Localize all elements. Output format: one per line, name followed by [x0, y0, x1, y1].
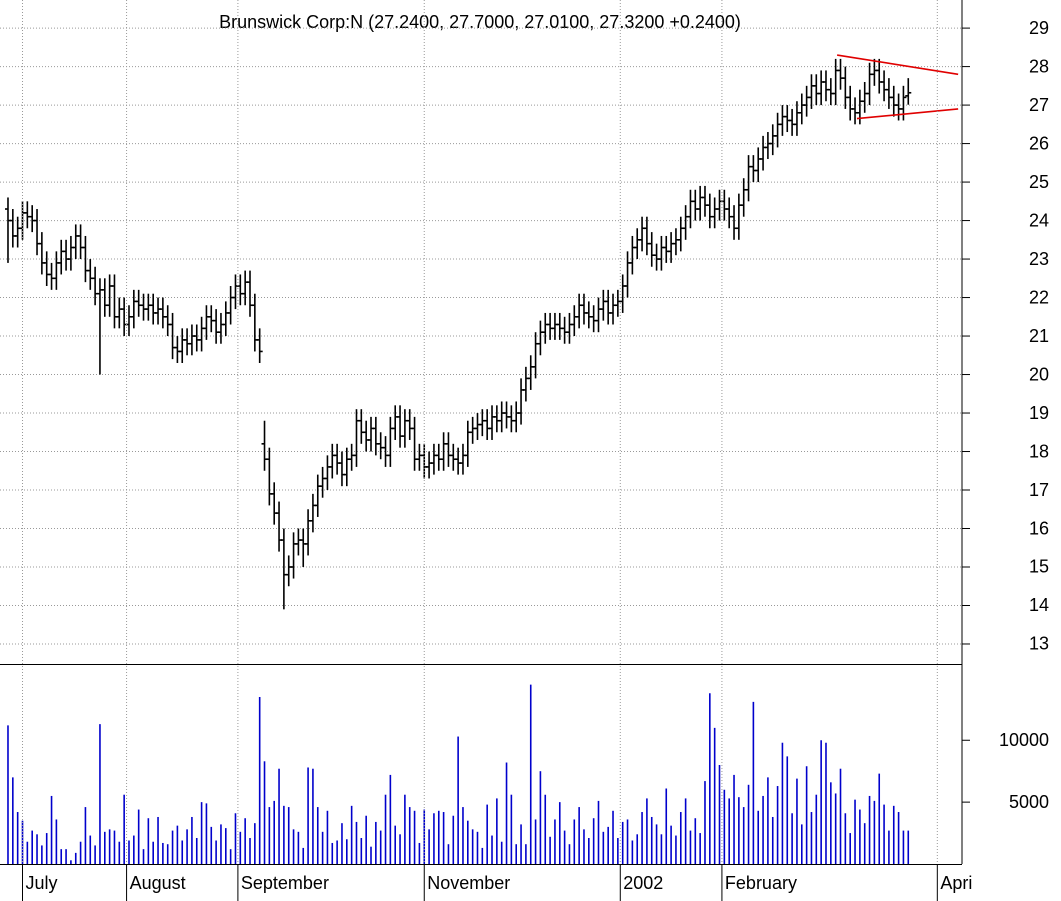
trendline — [836, 54, 959, 76]
y-tick-label: 18 — [1029, 441, 1049, 461]
y-tick-label: 28 — [1029, 56, 1049, 76]
y-tick-label: 5000 — [1009, 792, 1049, 812]
y-tick-label: 21 — [1029, 326, 1049, 346]
y-tick-label: 20 — [1029, 364, 1049, 384]
y-tick-label: 16 — [1029, 518, 1049, 538]
y-tick-label: 14 — [1029, 595, 1049, 615]
y-tick-label: 22 — [1029, 287, 1049, 307]
trendline — [856, 108, 959, 120]
x-tick-label: 2002 — [623, 873, 663, 893]
y-tick-label: 25 — [1029, 172, 1049, 192]
x-tick-label: September — [241, 873, 329, 893]
x-tick-label: November — [427, 873, 510, 893]
chart-title: Brunswick Corp:N (27.2400, 27.7000, 27.0… — [219, 12, 741, 32]
x-tick-label: July — [26, 873, 58, 893]
y-tick-label: 17 — [1029, 480, 1049, 500]
y-tick-label: 29 — [1029, 18, 1049, 38]
y-tick-label: 27 — [1029, 95, 1049, 115]
y-tick-label: 24 — [1029, 210, 1049, 230]
y-tick-label: 10000 — [999, 730, 1049, 750]
y-tick-label: 26 — [1029, 133, 1049, 153]
y-tick-label: 19 — [1029, 403, 1049, 423]
y-tick-label: 15 — [1029, 557, 1049, 577]
x-tick-label: Apri — [940, 873, 972, 893]
x-tick-label: February — [725, 873, 797, 893]
y-tick-label: 23 — [1029, 249, 1049, 269]
x-tick-label: August — [130, 873, 186, 893]
y-tick-label: 13 — [1029, 634, 1049, 654]
